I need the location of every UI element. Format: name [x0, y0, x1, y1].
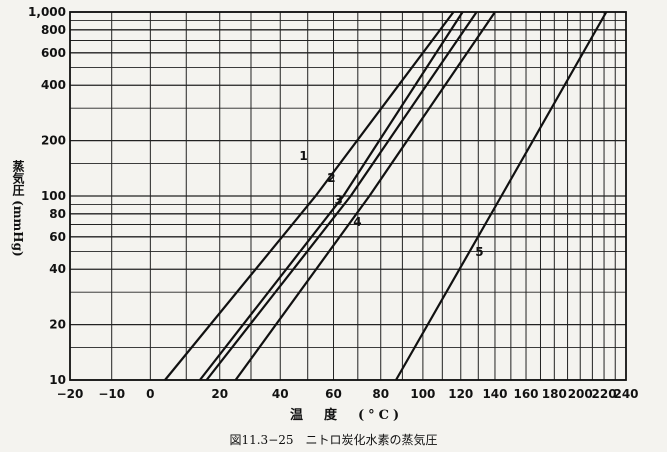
y-tick-label: 800: [41, 23, 66, 37]
x-tick-label: 40: [272, 387, 289, 401]
figure-caption: 図11.3−25 ニトロ炭化水素の蒸気圧: [229, 433, 438, 447]
series-label-4: 4: [353, 215, 361, 229]
grid: [69, 11, 627, 381]
x-tick-label: −10: [98, 387, 125, 401]
x-tick-label: 140: [482, 387, 507, 401]
x-axis-label: 温 度 (°C): [290, 408, 404, 423]
y-tick-label: 10: [49, 373, 66, 387]
series-lines: [164, 11, 608, 381]
series-label-1: 1: [299, 149, 307, 163]
series-line-3: [205, 11, 478, 381]
x-tick-label: 20: [211, 387, 228, 401]
series-label-2: 2: [327, 171, 335, 185]
x-tick-label: −20: [57, 387, 84, 401]
y-tick-labels: 10 20 40 60 80 100 200 400 600 800 1,000: [28, 5, 66, 387]
y-tick-label: 1,000: [28, 5, 66, 19]
y-tick-label: 20: [49, 318, 66, 332]
x-tick-label: 200: [568, 387, 593, 401]
y-tick-label: 80: [49, 207, 66, 221]
x-tick-label: 160: [513, 387, 538, 401]
series-label-5: 5: [475, 245, 483, 259]
y-tick-label: 600: [41, 46, 66, 60]
y-tick-label: 40: [49, 262, 66, 276]
x-tick-label: 180: [542, 387, 567, 401]
series-line-2: [199, 11, 464, 381]
series-labels: 1 2 34 5: [299, 149, 483, 259]
series-line-4: [234, 11, 496, 381]
x-tick-label: 240: [613, 387, 638, 401]
y-tick-label: 60: [49, 230, 66, 244]
y-tick-label: 400: [41, 78, 66, 92]
x-tick-label: 220: [592, 387, 617, 401]
x-tick-label: 60: [325, 387, 342, 401]
series-line-1: [164, 11, 455, 381]
y-tick-label: 100: [41, 189, 66, 203]
plot-frame: [69, 11, 627, 381]
series-line-5: [395, 11, 608, 381]
x-tick-label: 0: [146, 387, 154, 401]
x-tick-label: 100: [410, 387, 435, 401]
x-tick-label: 120: [448, 387, 473, 401]
y-axis-label: 蒸気圧 (mmHg): [11, 160, 25, 257]
series-label-3: 3: [334, 193, 342, 207]
x-tick-label: 80: [372, 387, 389, 401]
y-tick-label: 200: [41, 134, 66, 148]
